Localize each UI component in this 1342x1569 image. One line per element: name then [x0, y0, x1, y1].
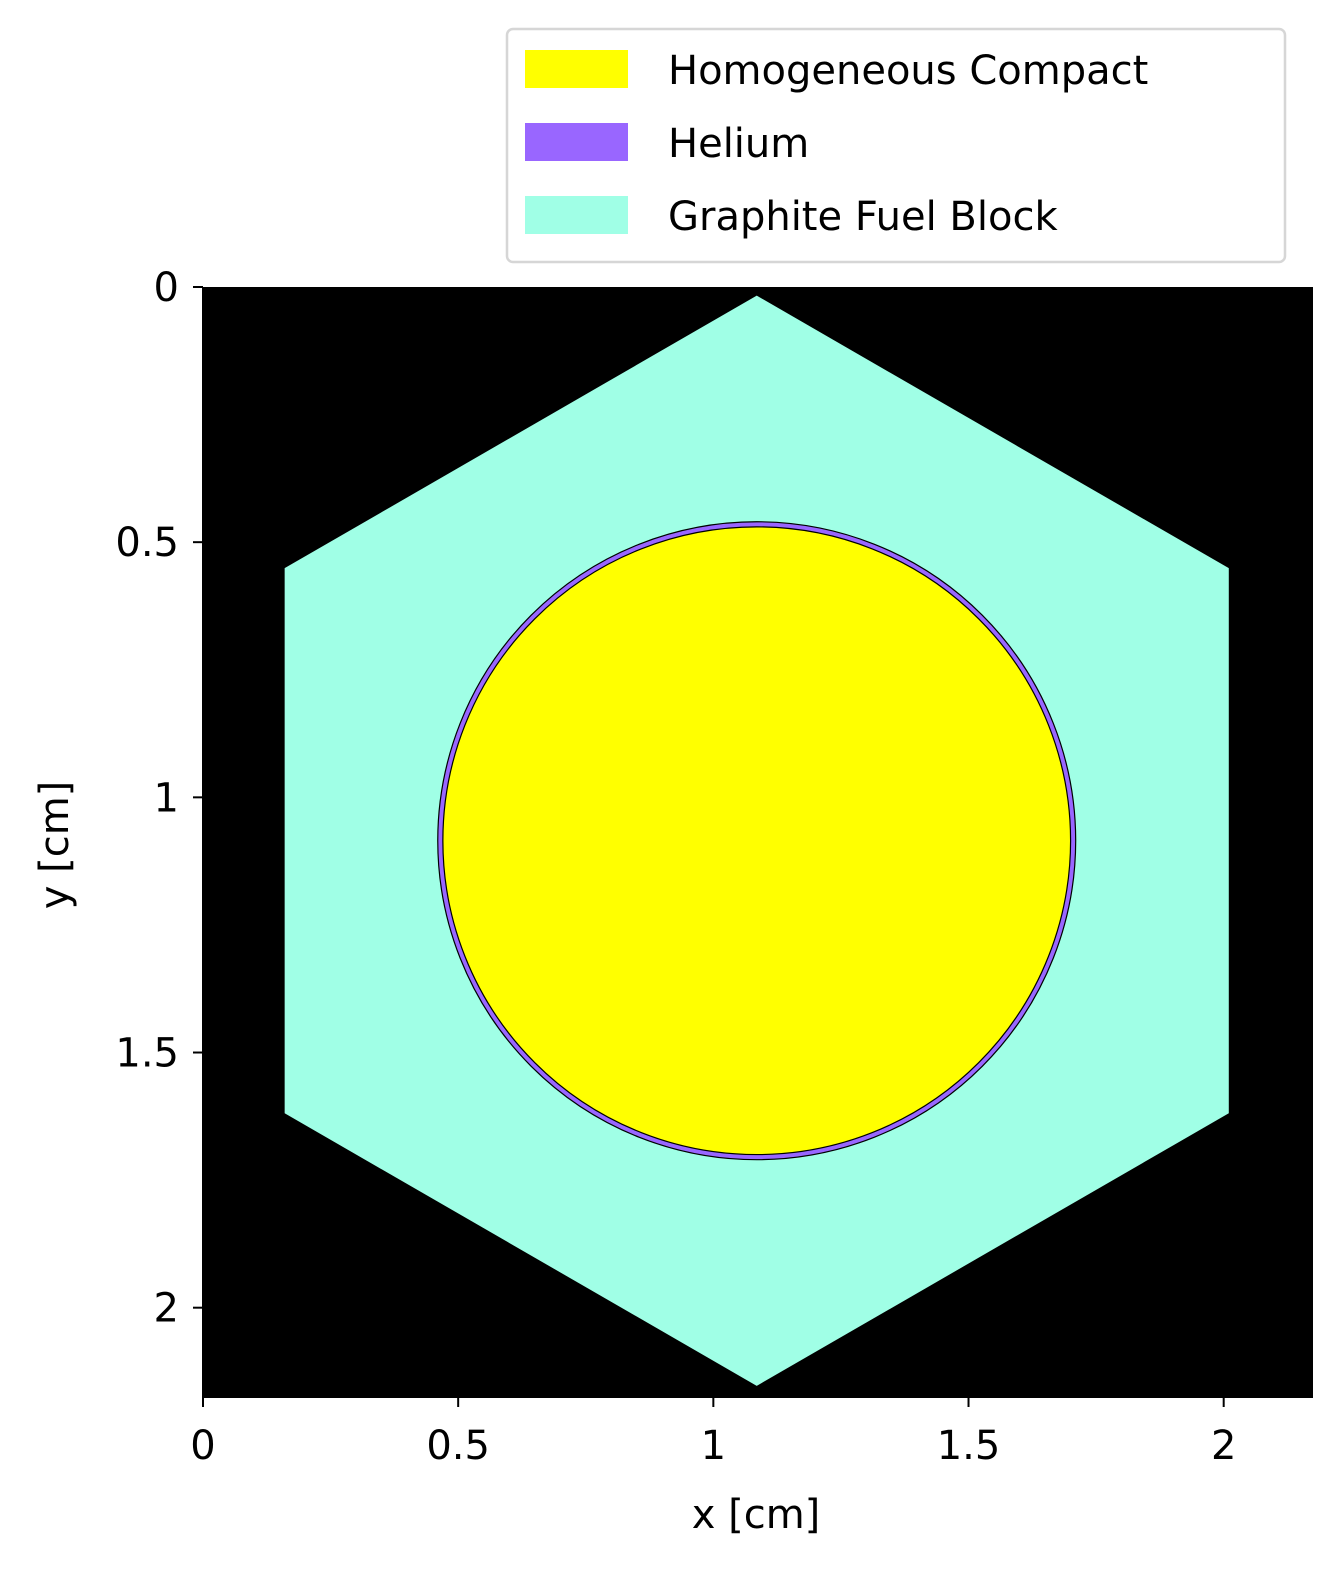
x-tick-label: 2 [1211, 1423, 1236, 1469]
x-tick-label: 1.5 [937, 1423, 1001, 1469]
y-axis-label: y [cm] [32, 781, 78, 910]
x-axis: 0 0.5 1 1.5 2 [190, 1396, 1313, 1469]
y-tick-label: 1 [154, 775, 179, 821]
x-tick-label: 0.5 [426, 1423, 490, 1469]
legend-box [505, 27, 1287, 264]
y-tick-label: 2 [154, 1286, 179, 1332]
y-axis: 0 0.5 1 1.5 2 [115, 265, 204, 1397]
legend-swatch [525, 123, 628, 161]
legend-entry-label: Graphite Fuel Block [668, 194, 1058, 240]
x-tick-label: 0 [190, 1423, 215, 1469]
homogeneous-compact [442, 526, 1072, 1156]
legend-swatch [525, 50, 628, 88]
legend-entry-label: Helium [668, 121, 809, 167]
y-tick-label: 0.5 [115, 520, 179, 566]
y-tick-label: 0 [154, 265, 179, 311]
y-tick-label: 1.5 [115, 1031, 179, 1077]
x-axis-label: x [cm] [692, 1492, 821, 1538]
legend-swatch [525, 196, 628, 234]
x-tick-label: 1 [701, 1423, 726, 1469]
plot-area [203, 287, 1313, 1397]
legend: Homogeneous Compact Helium Graphite Fuel B… [505, 27, 1287, 264]
legend-entry-label: Homogeneous Compact [668, 48, 1148, 94]
